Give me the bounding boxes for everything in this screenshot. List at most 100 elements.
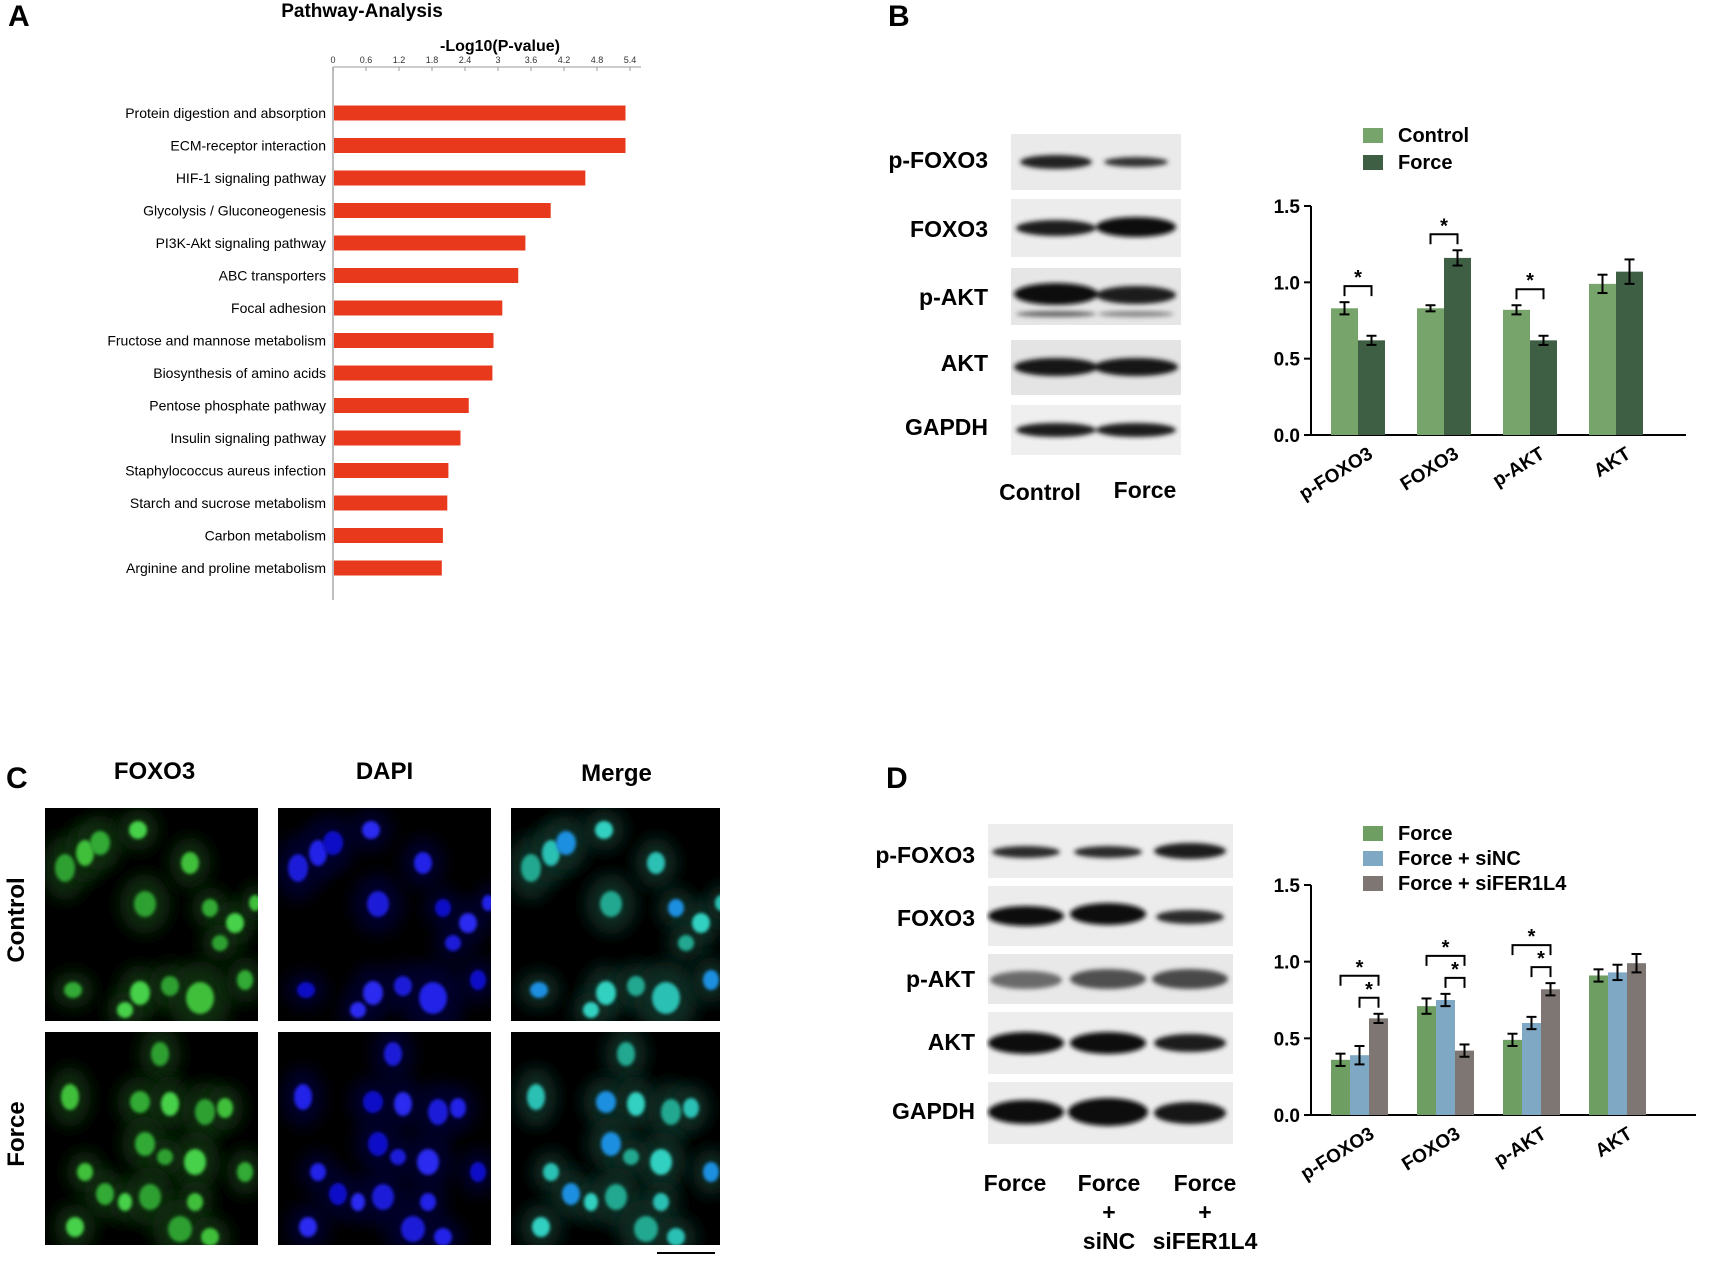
chart-d-bar-p-foxo3-force-sinc bbox=[1350, 1055, 1369, 1115]
blot-d-lane-3: Force + siFER1L4 bbox=[1140, 1169, 1270, 1256]
pathway-bar-abc-transporters bbox=[334, 268, 519, 283]
pathway-bar-biosynthesis-of-amino-acids bbox=[334, 365, 493, 381]
chart-b-legend-label-force: Force bbox=[1398, 152, 1452, 174]
chart-d-bar-p-foxo3-force-sifer1l4 bbox=[1369, 1018, 1388, 1115]
pathway-label-ecm-receptor-interaction: ECM-receptor interaction bbox=[170, 138, 326, 154]
nucleus bbox=[323, 831, 343, 855]
nucleus bbox=[562, 1183, 580, 1205]
nucleus bbox=[596, 981, 616, 1005]
chart-b-bar-foxo3-force bbox=[1444, 257, 1471, 435]
nucleus bbox=[368, 1132, 388, 1156]
chart-b-legend-swatch-force bbox=[1363, 155, 1383, 170]
nucleus bbox=[90, 831, 110, 855]
nucleus bbox=[661, 1099, 681, 1125]
chart-b-bar-p-akt-force bbox=[1530, 340, 1557, 435]
pathway-bars: Protein digestion and absorption ECM-rece… bbox=[107, 105, 626, 576]
nucleus bbox=[394, 1092, 412, 1116]
nucleus bbox=[627, 1092, 645, 1116]
nucleus bbox=[543, 1163, 559, 1181]
micro-header-merge: Merge bbox=[581, 760, 652, 787]
chart-d-y-tick-label: 1.5 bbox=[1274, 876, 1301, 897]
nucleus bbox=[600, 891, 622, 917]
chart-b-y-tick-label: 0.0 bbox=[1274, 426, 1300, 447]
band-d-foxo3-sinc bbox=[1070, 903, 1146, 925]
nucleus bbox=[434, 1228, 452, 1245]
nucleus bbox=[217, 1098, 233, 1118]
nucleus bbox=[703, 1162, 719, 1182]
blot-d-image bbox=[988, 824, 1233, 1144]
blot-d-label-akt: AKT bbox=[927, 1029, 975, 1055]
nucleus bbox=[703, 970, 719, 990]
nucleus bbox=[187, 1193, 203, 1211]
blot-b-label-p-foxo3: p-FOXO3 bbox=[888, 147, 988, 173]
nucleus bbox=[135, 1132, 155, 1156]
pathway-bar-arginine-and-proline-metabolism bbox=[334, 560, 442, 576]
nucleus bbox=[77, 1163, 93, 1181]
micro-header-foxo3: FOXO3 bbox=[113, 758, 196, 785]
chart-d-legend-label-force: Force bbox=[1398, 823, 1452, 845]
blot-b-lane-control: Control bbox=[999, 479, 1081, 505]
nucleus bbox=[130, 981, 150, 1005]
nucleus bbox=[55, 854, 75, 882]
nucleus bbox=[605, 1184, 627, 1210]
chart-d-legend-label-force-sinc: Force + siNC bbox=[1398, 848, 1521, 870]
pathway-label-hif-1-signaling-pathway: HIF-1 signaling pathway bbox=[176, 170, 326, 186]
chart-b-sig-star-foxo3: * bbox=[1440, 215, 1448, 237]
chart-d-x-tick-label-akt: AKT bbox=[1592, 1123, 1637, 1162]
nucleus bbox=[527, 1084, 545, 1110]
blot-d-label-foxo3: FOXO3 bbox=[897, 905, 975, 931]
pathway-bar-staphylococcus-aureus-infection bbox=[334, 463, 449, 478]
pathway-label-pi3k-akt-signaling-pathway: PI3K-Akt signaling pathway bbox=[156, 235, 326, 251]
band-d-pfoxo3-sifer bbox=[1154, 843, 1226, 859]
nucleus bbox=[181, 852, 199, 874]
micrograph-control-dapi bbox=[278, 808, 491, 1021]
pathway-label-abc-transporters: ABC transporters bbox=[219, 268, 326, 284]
chart-d-sig-star-p-foxo3: * bbox=[1356, 957, 1364, 979]
chart-b-sig-star-p-foxo3: * bbox=[1354, 267, 1362, 289]
nucleus bbox=[372, 1184, 394, 1210]
nucleus bbox=[288, 854, 308, 882]
chart-d-bar-foxo3-force-sifer1l4 bbox=[1455, 1050, 1474, 1115]
nucleus bbox=[299, 1217, 317, 1237]
nucleus bbox=[647, 852, 665, 874]
band-d-gapdh-force bbox=[988, 1100, 1064, 1124]
band-b-akt-force bbox=[1094, 358, 1178, 376]
chart-d-sig-bracket-p-akt bbox=[1530, 966, 1552, 978]
nucleus bbox=[129, 821, 147, 839]
chart-d-bar-akt-force-sinc bbox=[1608, 972, 1627, 1115]
chart-d-bar-foxo3-force-sinc bbox=[1436, 1000, 1455, 1115]
nucleus bbox=[556, 831, 576, 855]
chart-b-y-tick-label: 1.0 bbox=[1274, 273, 1300, 294]
nucleus bbox=[542, 840, 560, 866]
nucleus bbox=[329, 1183, 347, 1205]
blot-b-label-gapdh: GAPDH bbox=[904, 414, 988, 440]
nucleus bbox=[139, 1184, 161, 1210]
nucleus bbox=[195, 1099, 215, 1125]
nucleus bbox=[583, 1002, 599, 1018]
chart-d-sig-star-p-akt: * bbox=[1528, 926, 1536, 948]
pathway-label-staphylococcus-aureus-infection: Staphylococcus aureus infection bbox=[125, 463, 326, 479]
pathway-label-biosynthesis-of-amino-acids: Biosynthesis of amino acids bbox=[153, 365, 326, 381]
chart-d-bar-foxo3-force bbox=[1417, 1006, 1436, 1115]
blot-b-image bbox=[1011, 134, 1181, 455]
chart-d: 0.00.51.01.5Relative protein expressionF… bbox=[1274, 823, 1696, 1185]
pathway-label-arginine-and-proline-metabolism: Arginine and proline metabolism bbox=[126, 560, 326, 576]
band-d-foxo3-sifer bbox=[1156, 910, 1224, 924]
band-d-akt-sifer bbox=[1154, 1034, 1226, 1052]
pathway-bar-pi3k-akt-signaling-pathway bbox=[334, 235, 526, 251]
nucleus bbox=[470, 970, 486, 990]
blot-d-lane-2-line3: siNC bbox=[1082, 1228, 1136, 1254]
blot-b-label-akt: AKT bbox=[940, 350, 988, 376]
nucleus bbox=[161, 1092, 179, 1116]
pathway-label-glycolysis-gluconeogenesis: Glycolysis / Gluconeogenesis bbox=[143, 203, 326, 219]
pathway-label-focal-adhesion: Focal adhesion bbox=[231, 300, 326, 316]
nucleus bbox=[401, 1216, 425, 1242]
chart-d-legend-swatch-force bbox=[1363, 826, 1383, 841]
nucleus bbox=[450, 1098, 466, 1118]
band-b-foxo3-control bbox=[1016, 220, 1096, 236]
blot-b-lane-force: Force bbox=[1113, 477, 1177, 503]
micro-header-dapi: DAPI bbox=[355, 758, 414, 785]
pathway-label-pentose-phosphate-pathway: Pentose phosphate pathway bbox=[149, 398, 326, 414]
chart-d-x-tick-label-p-akt: p-AKT bbox=[1491, 1123, 1551, 1171]
chart-b-sig-bracket-foxo3 bbox=[1429, 233, 1459, 245]
